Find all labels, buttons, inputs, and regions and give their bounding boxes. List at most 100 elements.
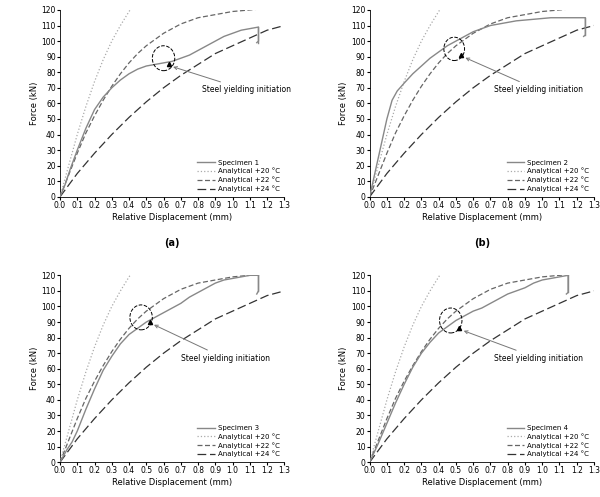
- Analytical +24 °C: [435, 380, 442, 386]
- Specimen 3: [177, 300, 184, 306]
- Analytical +24 °C: [74, 436, 81, 442]
- Specimen 4: [374, 440, 382, 446]
- Specimen 1: [238, 27, 245, 33]
- Analytical +20 °C: [125, 274, 133, 280]
- Specimen 2: [539, 15, 546, 21]
- Analytical +22 °C: [590, 271, 598, 277]
- Specimen 1: [212, 38, 219, 44]
- Analytical +22 °C: [547, 8, 554, 14]
- Legend: Specimen 2, Analytical +20 °C, Analytical +22 °C, Analytical +24 °C: Specimen 2, Analytical +20 °C, Analytica…: [506, 158, 590, 193]
- Analytical +22 °C: [435, 326, 442, 331]
- Analytical +20 °C: [401, 79, 408, 84]
- Analytical +24 °C: [125, 380, 133, 386]
- Analytical +22 °C: [281, 271, 288, 277]
- Line: Specimen 1: Specimen 1: [60, 27, 259, 197]
- Analytical +22 °C: [374, 437, 382, 443]
- Specimen 4: [478, 305, 485, 311]
- Analytical +24 °C: [263, 27, 271, 33]
- Analytical +20 °C: [392, 103, 399, 109]
- Analytical +24 °C: [108, 397, 115, 403]
- Analytical +22 °C: [169, 291, 176, 297]
- Specimen 4: [392, 400, 399, 406]
- Specimen 2: [394, 88, 401, 94]
- Analytical +22 °C: [255, 271, 262, 277]
- Specimen 3: [68, 439, 76, 445]
- Specimen 1: [134, 66, 141, 72]
- Specimen 2: [427, 55, 434, 61]
- Analytical +22 °C: [125, 60, 133, 66]
- Specimen 2: [521, 17, 529, 23]
- Analytical +24 °C: [487, 73, 494, 79]
- Analytical +20 °C: [427, 22, 434, 28]
- Analytical +22 °C: [418, 83, 425, 89]
- Analytical +22 °C: [590, 5, 598, 11]
- Analytical +22 °C: [470, 30, 477, 36]
- Line: Analytical +22 °C: Analytical +22 °C: [60, 274, 284, 462]
- Specimen 1: [67, 166, 74, 172]
- Analytical +24 °C: [194, 327, 202, 333]
- Analytical +24 °C: [521, 316, 529, 322]
- Specimen 3: [194, 289, 202, 295]
- Analytical +22 °C: [74, 415, 81, 421]
- Specimen 4: [366, 459, 373, 465]
- Analytical +22 °C: [272, 5, 280, 11]
- Analytical +22 °C: [392, 130, 399, 136]
- Analytical +22 °C: [582, 271, 589, 277]
- Analytical +22 °C: [108, 83, 115, 89]
- Analytical +22 °C: [383, 415, 391, 421]
- Specimen 3: [229, 275, 236, 281]
- Analytical +24 °C: [573, 293, 580, 299]
- X-axis label: Relative Displacement (mm): Relative Displacement (mm): [422, 213, 542, 222]
- Specimen 4: [470, 308, 477, 314]
- Text: Steel yielding initiation: Steel yielding initiation: [466, 58, 583, 94]
- Specimen 2: [580, 33, 587, 39]
- Analytical +22 °C: [427, 71, 434, 77]
- Analytical +24 °C: [91, 415, 98, 421]
- Specimen 4: [496, 296, 503, 302]
- Analytical +22 °C: [513, 279, 520, 285]
- Line: Analytical +24 °C: Analytical +24 °C: [370, 291, 594, 462]
- Analytical +22 °C: [401, 378, 408, 384]
- Analytical +20 °C: [108, 304, 115, 310]
- Specimen 2: [513, 18, 520, 24]
- Analytical +24 °C: [383, 170, 391, 176]
- Analytical +20 °C: [461, 245, 468, 250]
- Analytical +22 °C: [143, 308, 150, 314]
- Analytical +22 °C: [383, 150, 391, 156]
- Text: (b): (b): [474, 238, 490, 248]
- Specimen 2: [556, 15, 563, 21]
- Analytical +20 °C: [74, 397, 81, 403]
- Analytical +24 °C: [521, 51, 529, 57]
- Specimen 2: [366, 194, 373, 200]
- Analytical +24 °C: [281, 288, 288, 294]
- Analytical +24 °C: [281, 22, 288, 28]
- Analytical +20 °C: [143, 252, 150, 258]
- Specimen 2: [443, 43, 451, 49]
- Specimen 2: [582, 32, 589, 38]
- Specimen 2: [547, 15, 554, 21]
- Analytical +24 °C: [487, 338, 494, 344]
- Specimen 1: [220, 33, 227, 39]
- Specimen 1: [255, 38, 262, 44]
- Analytical +22 °C: [238, 8, 245, 14]
- Analytical +24 °C: [366, 194, 373, 200]
- Text: Steel yielding initiation: Steel yielding initiation: [155, 325, 270, 363]
- Analytical +24 °C: [143, 99, 150, 105]
- Analytical +22 °C: [418, 349, 425, 355]
- Analytical +20 °C: [56, 459, 64, 465]
- Specimen 2: [401, 80, 408, 86]
- Analytical +22 °C: [401, 113, 408, 119]
- Specimen 1: [56, 194, 64, 200]
- Analytical +24 °C: [435, 114, 442, 120]
- Analytical +24 °C: [556, 300, 563, 306]
- Line: Specimen 4: Specimen 4: [370, 275, 568, 462]
- Analytical +20 °C: [409, 322, 416, 328]
- Analytical +22 °C: [108, 349, 115, 355]
- Specimen 1: [108, 85, 115, 91]
- Specimen 3: [143, 319, 150, 325]
- Specimen 4: [383, 420, 391, 426]
- Specimen 4: [556, 274, 563, 280]
- X-axis label: Relative Displacement (mm): Relative Displacement (mm): [422, 478, 542, 487]
- Specimen 3: [246, 272, 253, 278]
- Analytical +20 °C: [418, 38, 425, 44]
